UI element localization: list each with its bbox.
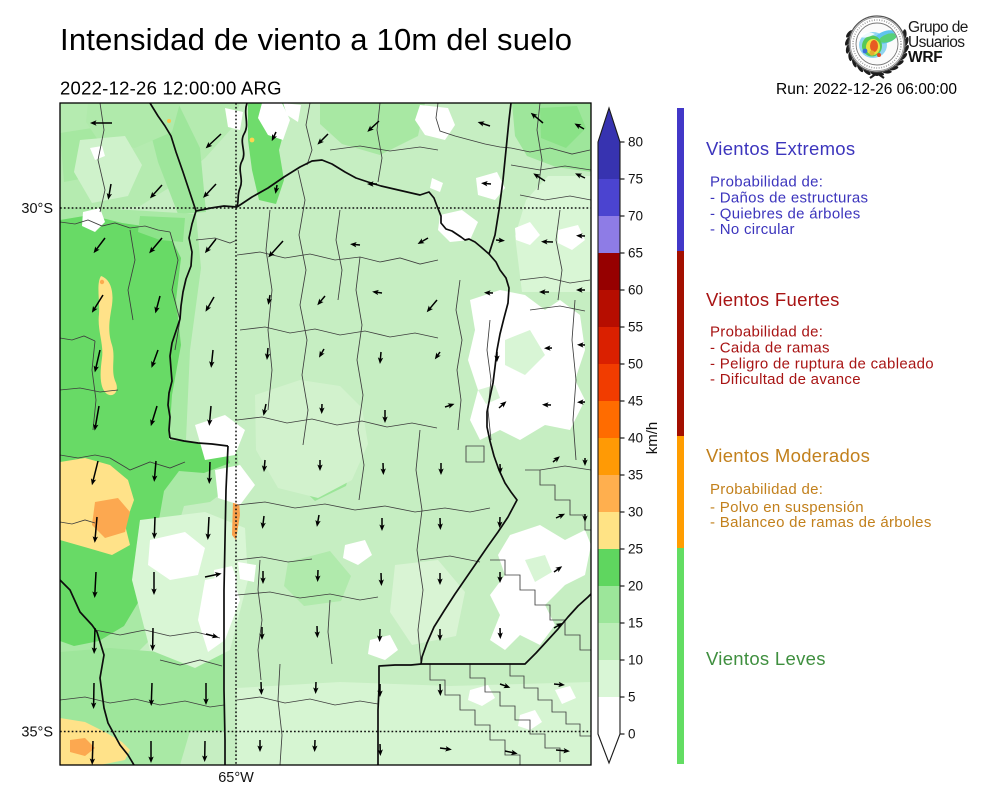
svg-text:WRF: WRF [908,49,942,66]
svg-text:60: 60 [628,283,643,298]
svg-text:Intensidad de viento a 10m del: Intensidad de viento a 10m del suelo [60,22,572,57]
svg-text:0: 0 [628,727,636,742]
svg-text:km/h: km/h [644,422,661,455]
svg-text:65°W: 65°W [218,770,254,786]
svg-text:5: 5 [628,690,636,705]
svg-text:Run: 2022-12-26 06:00:00: Run: 2022-12-26 06:00:00 [776,81,957,98]
svg-text:30: 30 [628,505,643,520]
svg-text:75: 75 [628,172,643,187]
svg-text:- No circular: - No circular [710,221,795,238]
svg-text:Vientos Fuertes: Vientos Fuertes [706,289,840,310]
svg-text:45: 45 [628,394,643,409]
svg-text:65: 65 [628,246,643,261]
svg-text:- Polvo en suspensión: - Polvo en suspensión [710,499,864,516]
svg-text:50: 50 [628,357,643,372]
svg-text:Grupo de: Grupo de [908,19,968,36]
svg-text:Probabilidad de:: Probabilidad de: [710,481,823,498]
svg-text:Vientos Moderados: Vientos Moderados [706,445,870,466]
svg-text:- Peligro de ruptura de cablea: - Peligro de ruptura de cableado [710,356,934,373]
svg-text:40: 40 [628,431,643,446]
svg-text:Usuarios: Usuarios [908,34,965,51]
svg-text:55: 55 [628,320,643,335]
svg-text:Vientos Leves: Vientos Leves [706,648,826,669]
svg-text:20: 20 [628,579,643,594]
svg-text:- Dificultad de avance: - Dificultad de avance [710,371,861,388]
svg-text:10: 10 [628,653,643,668]
svg-text:25: 25 [628,542,643,557]
svg-text:70: 70 [628,209,643,224]
svg-text:2022-12-26 12:00:00 ARG: 2022-12-26 12:00:00 ARG [60,78,282,99]
svg-text:80: 80 [628,135,643,150]
svg-text:- Caida de ramas: - Caida de ramas [710,340,830,357]
svg-text:Vientos Extremos: Vientos Extremos [706,138,855,159]
svg-text:15: 15 [628,616,643,631]
svg-text:35: 35 [628,468,643,483]
svg-text:- Balanceo de ramas de árboles: - Balanceo de ramas de árboles [710,514,932,531]
svg-text:Probabilidad de:: Probabilidad de: [710,174,823,191]
svg-text:- Daños de estructuras: - Daños de estructuras [710,190,868,207]
svg-text:30°S: 30°S [21,201,53,217]
svg-text:Probabilidad de:: Probabilidad de: [710,324,823,341]
svg-text:35°S: 35°S [21,725,53,741]
svg-text:- Quiebres de árboles: - Quiebres de árboles [710,206,861,223]
